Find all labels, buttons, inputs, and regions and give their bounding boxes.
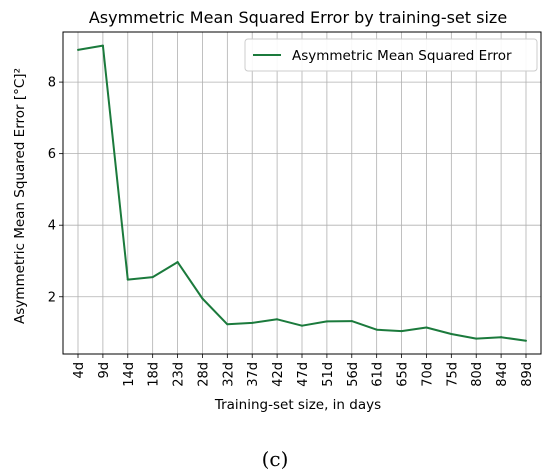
data-point [350, 320, 353, 323]
x-tick-label: 75d [445, 362, 460, 387]
x-axis-ticks: 4d 9d 14d 18d 23d 28d 32d 37d 42d 47d 51d 56d 61d 65d… [72, 354, 535, 387]
x-tick-label: 61d [371, 362, 386, 387]
data-point [425, 326, 428, 329]
y-tick-label: 8 [48, 76, 56, 91]
grid [63, 32, 541, 354]
y-tick-label: 6 [48, 147, 56, 162]
data-point [151, 276, 154, 279]
x-tick-label: 56d [346, 362, 361, 387]
x-tick-label: 84d [495, 362, 510, 387]
y-axis-label: Asymmetric Mean Squared Error [°C]² [12, 68, 28, 324]
chart-title: Asymmetric Mean Squared Error by trainin… [89, 8, 507, 27]
data-point [375, 328, 378, 331]
data-point [525, 339, 527, 342]
x-tick-label: 70d [420, 362, 435, 387]
data-point [400, 330, 403, 333]
data-point [450, 332, 453, 335]
data-point [77, 48, 79, 51]
x-tick-label: 51d [321, 362, 336, 387]
y-tick-label: 2 [48, 290, 56, 305]
data-point [226, 323, 229, 326]
x-tick-label: 42d [271, 362, 286, 387]
x-tick-label: 80d [470, 362, 485, 387]
x-tick-label: 23d [172, 362, 187, 387]
x-tick-label: 14d [122, 362, 137, 387]
data-point [301, 324, 303, 327]
y-tick-label: 4 [48, 219, 56, 234]
x-tick-label: 9d [97, 362, 112, 379]
legend-label: Asymmetric Mean Squared Error [292, 48, 512, 64]
series-line-layer [77, 44, 527, 342]
x-tick-label: 37d [246, 362, 261, 387]
y-axis-ticks: 2 4 6 8 [48, 76, 63, 305]
x-axis-label: Training-set size, in days [214, 397, 381, 413]
data-point [475, 337, 478, 340]
data-point [500, 336, 503, 339]
data-point [201, 297, 204, 300]
x-tick-label: 89d [520, 362, 535, 387]
x-tick-label: 65d [396, 362, 411, 387]
data-point [276, 318, 279, 321]
data-point [101, 44, 104, 47]
figure-caption: (c) [262, 447, 289, 471]
data-point [126, 278, 129, 281]
data-point [325, 320, 328, 323]
x-tick-label: 18d [147, 362, 162, 387]
data-point [176, 261, 179, 264]
data-point [251, 321, 254, 324]
x-tick-label: 47d [296, 362, 311, 387]
x-tick-label: 28d [196, 362, 211, 387]
legend: Asymmetric Mean Squared Error [244, 38, 538, 72]
x-tick-label: 4d [72, 362, 87, 379]
legend-box [244, 38, 538, 72]
x-tick-label: 32d [221, 362, 236, 387]
